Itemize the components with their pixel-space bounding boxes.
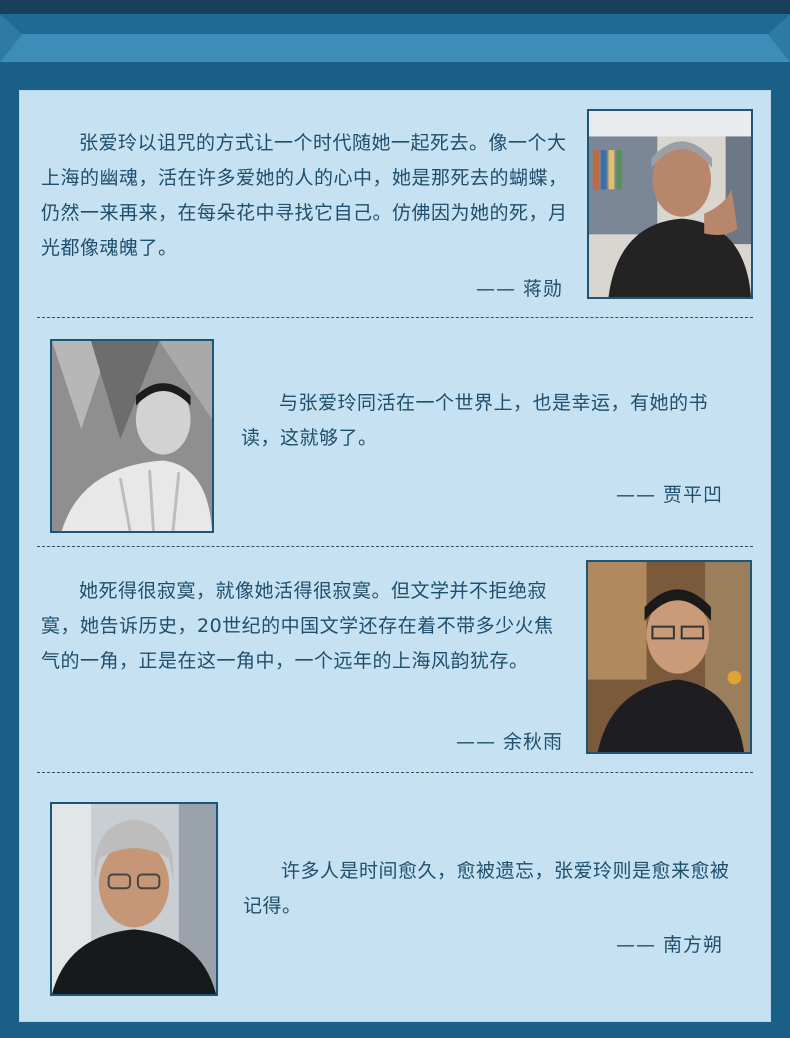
divider-1 [37,317,753,318]
person-portrait-icon [589,111,751,297]
divider-3 [37,772,753,773]
quote-4-text: 许多人是时间愈久，愈被遗忘，张爱玲则是愈来愈被记得。 [243,860,730,917]
divider-2 [37,546,753,547]
person-portrait-icon [52,804,216,994]
quote-4-photo [50,802,218,996]
header-banner [0,14,790,62]
quote-1-author: —— 蒋勋 [475,278,563,300]
person-portrait-icon [52,341,212,531]
quotes-panel: 张爱玲以诅咒的方式让一个时代随她一起死去。像一个大上海的幽魂，活在许多爱她的人的… [19,90,771,1022]
quote-2-photo [50,339,214,533]
quote-2-text: 与张爱玲同活在一个世界上，也是幸运，有她的书读，这就够了。 [241,392,709,449]
quote-3-author: —— 余秋雨 [455,731,563,753]
quote-1-text: 张爱玲以诅咒的方式让一个时代随她一起死去。像一个大上海的幽魂，活在许多爱她的人的… [41,132,568,259]
person-portrait-icon [588,562,750,752]
quote-3-photo [586,560,752,754]
top-band [0,0,790,14]
quote-4-author: —— 南方朔 [615,934,723,956]
quote-2-author: —— 贾平凹 [615,484,723,506]
quote-1-photo [587,109,753,299]
quote-3-text: 她死得很寂寞，就像她活得很寂寞。但文学并不拒绝寂寞，她告诉历史，20世纪的中国文… [41,580,554,672]
